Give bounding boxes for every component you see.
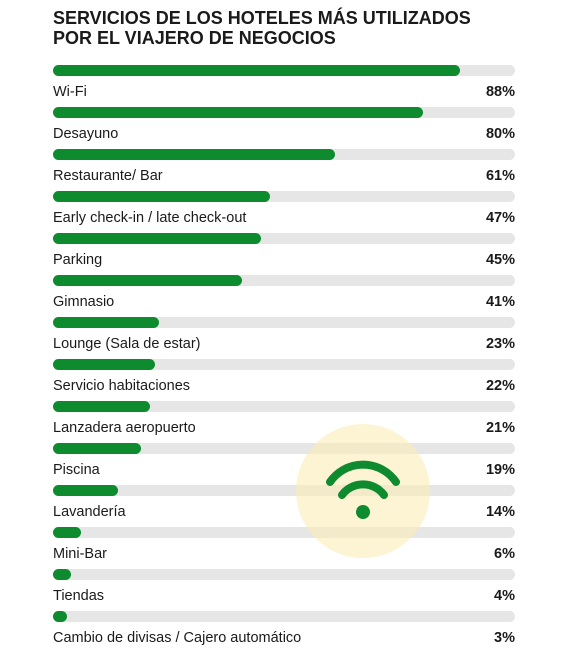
- bar: [53, 443, 141, 454]
- category-label: Cambio de divisas / Cajero automático: [53, 630, 302, 646]
- bar: [53, 191, 271, 202]
- bar: [53, 401, 151, 412]
- bar-track: [53, 443, 515, 454]
- bar-track: [53, 527, 515, 538]
- chart-title-line-2: POR EL VIAJERO DE NEGOCIOS: [53, 28, 336, 48]
- category-label: Tiendas: [53, 588, 105, 604]
- category-label: Restaurante/ Bar: [53, 168, 163, 184]
- bar-track: [53, 401, 515, 412]
- value-label: 22%: [485, 378, 515, 394]
- value-label: 80%: [485, 126, 515, 142]
- bar-track: [53, 317, 515, 328]
- bar-track: [53, 569, 515, 580]
- value-label: 45%: [485, 252, 515, 268]
- chart-title: SERVICIOS DE LOS HOTELES MÁS UTILIZADOS …: [53, 8, 533, 48]
- bar: [53, 611, 67, 622]
- bar-track: [53, 107, 515, 118]
- category-label: Early check-in / late check-out: [53, 210, 247, 226]
- category-label: Lounge (Sala de estar): [53, 336, 201, 352]
- category-label: Wi-Fi: [53, 84, 87, 100]
- chart-title-line-1: SERVICIOS DE LOS HOTELES MÁS UTILIZADOS: [53, 8, 471, 28]
- bar-track: [53, 275, 515, 286]
- bar-track: [53, 233, 515, 244]
- bar-track: [53, 191, 515, 202]
- category-label: Mini-Bar: [53, 546, 107, 562]
- bar: [53, 485, 118, 496]
- bar: [53, 317, 160, 328]
- bar: [53, 359, 155, 370]
- bar: [53, 107, 423, 118]
- wifi-badge: [296, 424, 430, 558]
- category-label: Lanzadera aeropuerto: [53, 420, 196, 436]
- value-label: 47%: [485, 210, 515, 226]
- value-label: 21%: [485, 420, 515, 436]
- category-label: Desayuno: [53, 126, 119, 142]
- bar-track: [53, 485, 515, 496]
- bar-track: [53, 149, 515, 160]
- bar: [53, 65, 460, 76]
- category-label: Gimnasio: [53, 294, 115, 310]
- category-label: Servicio habitaciones: [53, 378, 191, 394]
- category-label: Lavandería: [53, 504, 126, 520]
- bar: [53, 527, 81, 538]
- value-label: 41%: [485, 294, 515, 310]
- value-label: 88%: [485, 84, 515, 100]
- category-label: Piscina: [53, 462, 100, 478]
- value-label: 6%: [494, 546, 515, 562]
- bar: [53, 149, 335, 160]
- value-label: 19%: [485, 462, 515, 478]
- bar: [53, 569, 72, 580]
- category-label: Parking: [53, 252, 103, 268]
- bar-track: [53, 611, 515, 622]
- value-label: 4%: [494, 588, 515, 604]
- value-label: 14%: [485, 504, 515, 520]
- value-label: 23%: [485, 336, 515, 352]
- value-label: 61%: [485, 168, 515, 184]
- bar-track: [53, 359, 515, 370]
- bar: [53, 275, 243, 286]
- bar-track: [53, 65, 515, 76]
- bar: [53, 233, 261, 244]
- wifi-icon: [326, 460, 400, 519]
- value-label: 3%: [494, 630, 515, 646]
